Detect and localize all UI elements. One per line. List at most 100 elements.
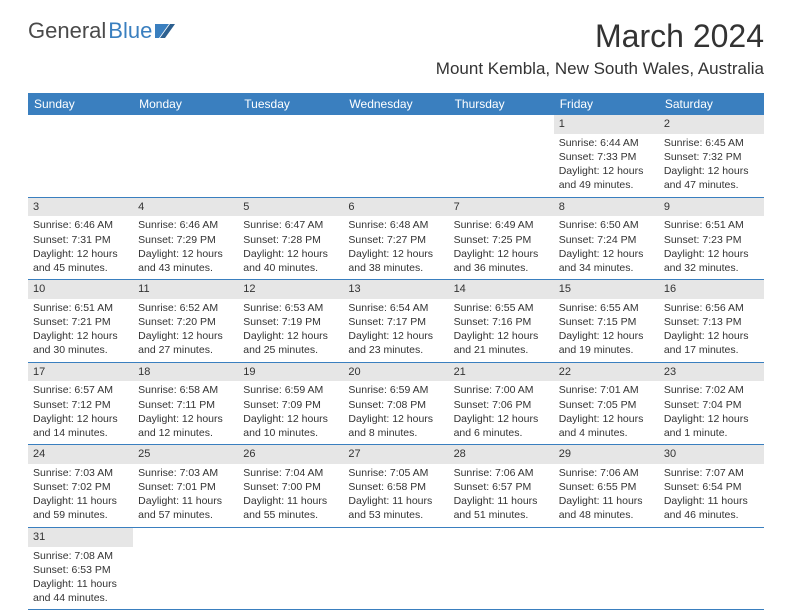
sunset-text: Sunset: 7:28 PM	[243, 233, 338, 247]
sunset-text: Sunset: 7:13 PM	[664, 315, 759, 329]
day-cell: 18Sunrise: 6:58 AMSunset: 7:11 PMDayligh…	[133, 363, 238, 445]
day-cell: 28Sunrise: 7:06 AMSunset: 6:57 PMDayligh…	[449, 445, 554, 527]
weeks-container: 1Sunrise: 6:44 AMSunset: 7:33 PMDaylight…	[28, 115, 764, 610]
day-cell: 22Sunrise: 7:01 AMSunset: 7:05 PMDayligh…	[554, 363, 659, 445]
sunrise-text: Sunrise: 6:51 AM	[33, 301, 128, 315]
sunset-text: Sunset: 6:54 PM	[664, 480, 759, 494]
month-title: March 2024	[436, 18, 764, 55]
day-number: 16	[659, 280, 764, 299]
weekday-header: Friday	[554, 93, 659, 115]
sunrise-text: Sunrise: 7:02 AM	[664, 383, 759, 397]
sunset-text: Sunset: 7:19 PM	[243, 315, 338, 329]
day-body: Sunrise: 6:58 AMSunset: 7:11 PMDaylight:…	[133, 381, 238, 444]
weekday-header: Wednesday	[343, 93, 448, 115]
weekday-header: Sunday	[28, 93, 133, 115]
day-body: Sunrise: 6:50 AMSunset: 7:24 PMDaylight:…	[554, 216, 659, 279]
week-row: 24Sunrise: 7:03 AMSunset: 7:02 PMDayligh…	[28, 445, 764, 528]
day-cell	[449, 115, 554, 197]
day-cell: 20Sunrise: 6:59 AMSunset: 7:08 PMDayligh…	[343, 363, 448, 445]
daylight-text: Daylight: 12 hours and 30 minutes.	[33, 329, 128, 357]
sunset-text: Sunset: 7:15 PM	[559, 315, 654, 329]
day-cell: 26Sunrise: 7:04 AMSunset: 7:00 PMDayligh…	[238, 445, 343, 527]
day-cell	[449, 528, 554, 610]
daylight-text: Daylight: 11 hours and 53 minutes.	[348, 494, 443, 522]
sunrise-text: Sunrise: 7:05 AM	[348, 466, 443, 480]
sunrise-text: Sunrise: 7:07 AM	[664, 466, 759, 480]
sunrise-text: Sunrise: 6:58 AM	[138, 383, 233, 397]
day-cell: 8Sunrise: 6:50 AMSunset: 7:24 PMDaylight…	[554, 198, 659, 280]
day-cell	[238, 115, 343, 197]
daylight-text: Daylight: 12 hours and 25 minutes.	[243, 329, 338, 357]
day-cell: 4Sunrise: 6:46 AMSunset: 7:29 PMDaylight…	[133, 198, 238, 280]
week-row: 10Sunrise: 6:51 AMSunset: 7:21 PMDayligh…	[28, 280, 764, 363]
daylight-text: Daylight: 12 hours and 23 minutes.	[348, 329, 443, 357]
sunset-text: Sunset: 7:33 PM	[559, 150, 654, 164]
day-number: 13	[343, 280, 448, 299]
day-body: Sunrise: 7:04 AMSunset: 7:00 PMDaylight:…	[238, 464, 343, 527]
sunset-text: Sunset: 6:58 PM	[348, 480, 443, 494]
daylight-text: Daylight: 12 hours and 43 minutes.	[138, 247, 233, 275]
daylight-text: Daylight: 12 hours and 19 minutes.	[559, 329, 654, 357]
sunrise-text: Sunrise: 6:59 AM	[243, 383, 338, 397]
sunset-text: Sunset: 7:01 PM	[138, 480, 233, 494]
daylight-text: Daylight: 11 hours and 48 minutes.	[559, 494, 654, 522]
logo-flag-icon	[155, 22, 175, 38]
day-body: Sunrise: 6:46 AMSunset: 7:29 PMDaylight:…	[133, 216, 238, 279]
day-body: Sunrise: 7:00 AMSunset: 7:06 PMDaylight:…	[449, 381, 554, 444]
sunrise-text: Sunrise: 7:04 AM	[243, 466, 338, 480]
weekday-header: Tuesday	[238, 93, 343, 115]
week-row: 3Sunrise: 6:46 AMSunset: 7:31 PMDaylight…	[28, 198, 764, 281]
sunset-text: Sunset: 7:21 PM	[33, 315, 128, 329]
day-number: 14	[449, 280, 554, 299]
day-cell: 5Sunrise: 6:47 AMSunset: 7:28 PMDaylight…	[238, 198, 343, 280]
day-number: 25	[133, 445, 238, 464]
daylight-text: Daylight: 11 hours and 51 minutes.	[454, 494, 549, 522]
day-body: Sunrise: 6:57 AMSunset: 7:12 PMDaylight:…	[28, 381, 133, 444]
weekday-header-row: SundayMondayTuesdayWednesdayThursdayFrid…	[28, 93, 764, 115]
sunset-text: Sunset: 7:08 PM	[348, 398, 443, 412]
sunrise-text: Sunrise: 6:55 AM	[559, 301, 654, 315]
week-row: 31Sunrise: 7:08 AMSunset: 6:53 PMDayligh…	[28, 528, 764, 611]
daylight-text: Daylight: 12 hours and 4 minutes.	[559, 412, 654, 440]
daylight-text: Daylight: 12 hours and 40 minutes.	[243, 247, 338, 275]
day-number: 27	[343, 445, 448, 464]
daylight-text: Daylight: 11 hours and 59 minutes.	[33, 494, 128, 522]
title-block: March 2024 Mount Kembla, New South Wales…	[436, 18, 764, 79]
day-number: 10	[28, 280, 133, 299]
daylight-text: Daylight: 12 hours and 6 minutes.	[454, 412, 549, 440]
sunset-text: Sunset: 7:17 PM	[348, 315, 443, 329]
day-cell: 6Sunrise: 6:48 AMSunset: 7:27 PMDaylight…	[343, 198, 448, 280]
day-body: Sunrise: 7:01 AMSunset: 7:05 PMDaylight:…	[554, 381, 659, 444]
day-cell: 1Sunrise: 6:44 AMSunset: 7:33 PMDaylight…	[554, 115, 659, 197]
sunrise-text: Sunrise: 6:46 AM	[33, 218, 128, 232]
day-number: 26	[238, 445, 343, 464]
sunrise-text: Sunrise: 6:52 AM	[138, 301, 233, 315]
sunset-text: Sunset: 7:24 PM	[559, 233, 654, 247]
sunrise-text: Sunrise: 6:46 AM	[138, 218, 233, 232]
day-body: Sunrise: 6:52 AMSunset: 7:20 PMDaylight:…	[133, 299, 238, 362]
day-cell: 9Sunrise: 6:51 AMSunset: 7:23 PMDaylight…	[659, 198, 764, 280]
day-cell: 12Sunrise: 6:53 AMSunset: 7:19 PMDayligh…	[238, 280, 343, 362]
day-body: Sunrise: 6:59 AMSunset: 7:09 PMDaylight:…	[238, 381, 343, 444]
sunset-text: Sunset: 7:11 PM	[138, 398, 233, 412]
sunrise-text: Sunrise: 7:08 AM	[33, 549, 128, 563]
sunset-text: Sunset: 7:16 PM	[454, 315, 549, 329]
day-cell	[28, 115, 133, 197]
logo: GeneralBlue	[28, 18, 175, 44]
sunset-text: Sunset: 7:00 PM	[243, 480, 338, 494]
daylight-text: Daylight: 12 hours and 27 minutes.	[138, 329, 233, 357]
sunset-text: Sunset: 7:04 PM	[664, 398, 759, 412]
daylight-text: Daylight: 12 hours and 49 minutes.	[559, 164, 654, 192]
day-cell: 16Sunrise: 6:56 AMSunset: 7:13 PMDayligh…	[659, 280, 764, 362]
day-cell: 30Sunrise: 7:07 AMSunset: 6:54 PMDayligh…	[659, 445, 764, 527]
day-number: 9	[659, 198, 764, 217]
day-body: Sunrise: 6:55 AMSunset: 7:15 PMDaylight:…	[554, 299, 659, 362]
day-number: 7	[449, 198, 554, 217]
logo-text-2: Blue	[108, 18, 152, 44]
day-body: Sunrise: 6:59 AMSunset: 7:08 PMDaylight:…	[343, 381, 448, 444]
sunrise-text: Sunrise: 7:06 AM	[454, 466, 549, 480]
day-number: 24	[28, 445, 133, 464]
day-number: 31	[28, 528, 133, 547]
sunrise-text: Sunrise: 6:47 AM	[243, 218, 338, 232]
sunset-text: Sunset: 6:55 PM	[559, 480, 654, 494]
